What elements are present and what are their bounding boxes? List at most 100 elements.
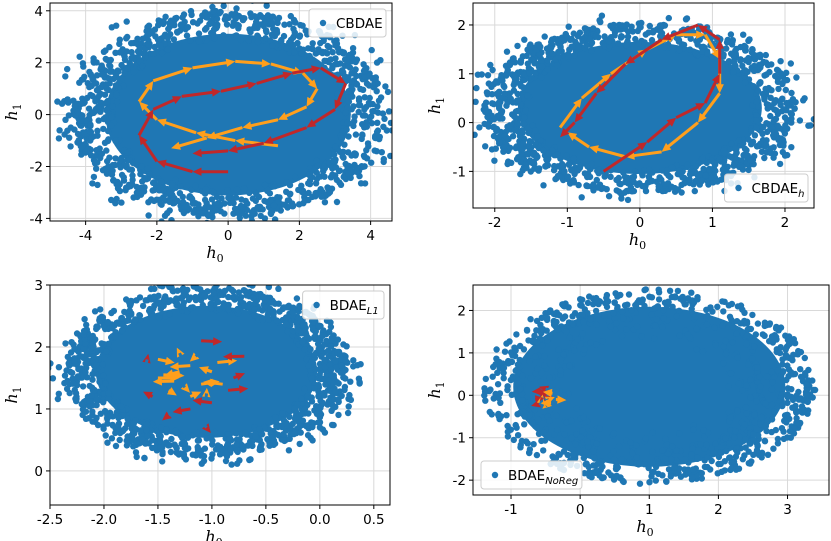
y-tick-label: -1 (453, 431, 466, 447)
arrow (334, 82, 348, 110)
arrow (169, 362, 191, 371)
y-tick-label: 0 (457, 116, 466, 132)
arrow (228, 385, 249, 394)
arrow (162, 411, 172, 421)
y-tick-label: 2 (34, 340, 43, 356)
y-axis-label: h1 (2, 103, 24, 120)
legend-label: CBDAEh (752, 181, 805, 200)
x-tick-label: -2 (488, 215, 501, 231)
arrow (235, 59, 271, 68)
legend-marker (319, 19, 327, 27)
arrow (263, 126, 307, 144)
arrow (536, 394, 546, 405)
x-axis-label: h0 (629, 230, 646, 252)
arrow (176, 347, 185, 358)
arrow (574, 92, 598, 123)
legend: BDAEL1 (302, 290, 385, 320)
arrow (555, 395, 567, 404)
arrow (199, 366, 213, 375)
arrow (203, 378, 223, 388)
x-tick-label: -1 (561, 215, 574, 231)
x-tick-label: 1 (645, 502, 654, 518)
arrow (137, 109, 154, 137)
arrow (602, 142, 648, 173)
arrow (189, 391, 202, 400)
arrow (589, 145, 626, 159)
arrow (703, 34, 720, 60)
y-axis-label: h1 (425, 97, 447, 114)
legend-label: BDAEL1 (330, 298, 379, 317)
arrow (171, 136, 208, 150)
arrow (223, 352, 245, 361)
arrow (189, 352, 200, 362)
arrow (676, 30, 706, 39)
arrow (192, 58, 236, 70)
y-tick-label: 2 (457, 303, 466, 319)
arrow (201, 337, 223, 346)
series-red (137, 65, 348, 176)
x-tick-label: 2 (781, 215, 790, 231)
x-axis-label: h0 (206, 243, 223, 265)
x-tick-label: 0 (224, 228, 233, 244)
arrow (206, 126, 243, 140)
x-tick-label: 0 (636, 215, 645, 231)
series-orange (152, 347, 238, 400)
y-tick-label: 0 (34, 108, 43, 124)
arrow (192, 167, 229, 176)
y-tick-label: -2 (453, 473, 466, 489)
arrow (560, 121, 576, 138)
plot-frame (49, 2, 393, 222)
y-tick-label: 2 (457, 18, 466, 34)
x-tick-label: -2 (150, 228, 163, 244)
arrow (181, 88, 221, 98)
x-axis-label: h0 (205, 527, 222, 541)
arrow (697, 25, 721, 41)
arrow (625, 38, 663, 64)
arrow (152, 377, 175, 386)
y-tick-label: 2 (34, 56, 43, 72)
arrow (232, 372, 245, 381)
legend-marker (313, 301, 320, 309)
arrow (580, 73, 611, 100)
arrow (152, 66, 193, 83)
arrow (152, 96, 182, 111)
y-axis-label: h1 (2, 386, 24, 403)
arrow (167, 387, 177, 396)
arrow (202, 387, 211, 398)
y-tick-label: 1 (34, 402, 43, 418)
x-tick-label: 4 (366, 228, 375, 244)
x-tick-label: 0.5 (363, 512, 384, 528)
legend: CBDAE (308, 8, 387, 38)
plot-frame (472, 284, 830, 496)
legend-marker (735, 184, 742, 192)
y-axis-label: h1 (425, 381, 447, 398)
x-tick-label: -2.5 (37, 512, 63, 528)
x-tick-label: 0.0 (309, 512, 330, 528)
arrow (163, 371, 185, 380)
y-tick-label: -4 (30, 211, 43, 227)
arrow (172, 406, 191, 415)
arrow (646, 117, 677, 144)
arrow (192, 148, 229, 158)
legend: BDAENoReg (480, 460, 583, 490)
series-orange (536, 388, 567, 409)
x-tick-label: -2.0 (91, 512, 117, 528)
x-tick-label: 2 (295, 228, 304, 244)
x-tick-label: -1 (504, 502, 517, 518)
arrow (139, 135, 159, 163)
legend-label: CBDAE (336, 16, 383, 32)
arrow (567, 132, 590, 149)
arrow (675, 103, 706, 119)
arrow (142, 353, 151, 364)
chart-bottom-right: -1 0 1 2 3 -2 -1 0 1 2 h0 h1 BDAENoReg (425, 284, 830, 539)
scatter-points (481, 286, 819, 487)
arrow (301, 72, 318, 89)
arrow (137, 80, 154, 103)
arrow (320, 66, 346, 84)
y-tick-label: 0 (34, 464, 43, 480)
chart-top-right: -2 -1 0 1 2 -1 0 1 2 h0 h1 CBDAEh (425, 2, 815, 252)
arrow (306, 87, 319, 107)
arrow (143, 391, 154, 400)
arrow (306, 108, 336, 128)
